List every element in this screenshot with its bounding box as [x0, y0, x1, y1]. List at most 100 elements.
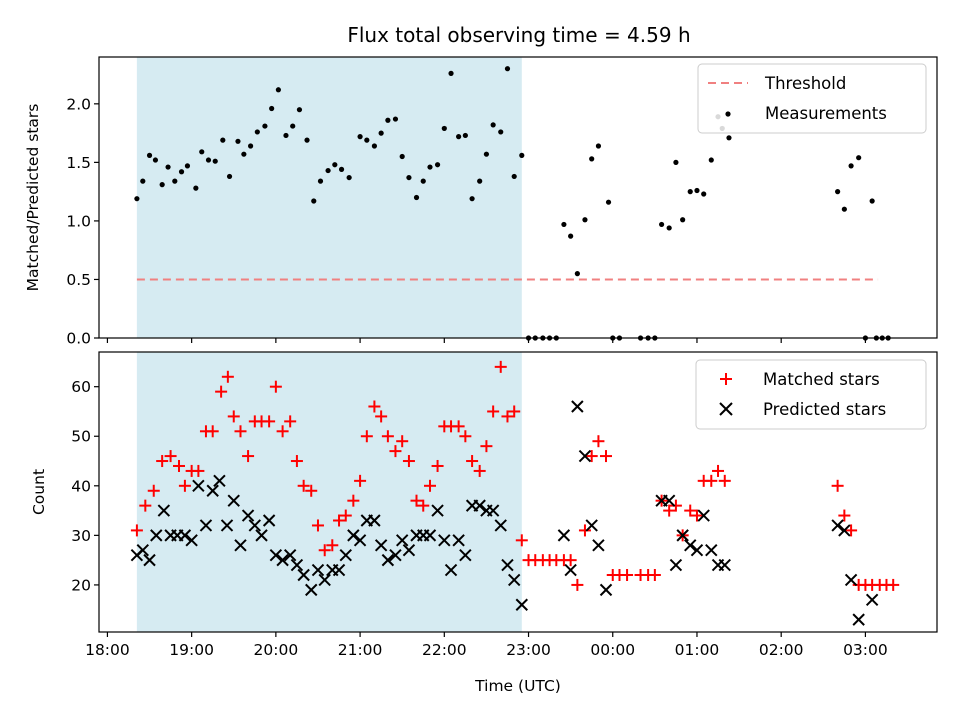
measurement-point [134, 196, 140, 202]
count-y-ticks: 20 30 40 50 60 [71, 378, 99, 594]
predicted-star-point [227, 494, 240, 507]
measurement-point [589, 156, 595, 162]
matched-star-point [684, 504, 697, 517]
matched-star-point [297, 479, 310, 492]
measurement-point [666, 225, 672, 231]
matched-star-point [305, 484, 318, 497]
measurement-point [420, 178, 426, 184]
predicted-star-point [486, 504, 500, 517]
matched-star-point [339, 509, 352, 522]
y-tick-label: 2.0 [66, 95, 91, 113]
measurement-point [462, 132, 468, 139]
measurement-point [680, 217, 686, 223]
matched-star-point [396, 435, 409, 448]
matched-star-point [466, 455, 479, 468]
measurement-point [406, 174, 412, 181]
predicted-star-point [705, 544, 718, 557]
measurement-point [605, 199, 612, 205]
matched-star-point [712, 464, 725, 477]
measurement-point [498, 129, 504, 135]
observing-window-shade [136, 352, 522, 632]
y-tick-label: 1.0 [66, 212, 91, 230]
predicted-star-point [697, 509, 710, 522]
predicted-star-point [684, 539, 697, 552]
predicted-star-point [220, 519, 234, 532]
matched-star-point [290, 455, 303, 468]
matched-star-point [417, 499, 430, 512]
measurement-point [673, 159, 679, 165]
matched-star-point [347, 494, 360, 507]
legend-matched-swatch [720, 373, 732, 385]
matched-star-point [515, 534, 528, 547]
matched-star-point [578, 524, 591, 537]
matched-star-point [705, 474, 718, 487]
measurement-point [212, 158, 218, 164]
y-tick-label: 50 [71, 428, 91, 446]
matched-star-point [718, 474, 731, 487]
measurement-point [568, 233, 574, 239]
predicted-star-point [473, 499, 486, 512]
predicted-star-point [269, 548, 283, 562]
predicted-star-point [241, 509, 255, 522]
measurement-point [582, 217, 588, 223]
ratio-y-axis-label: Matched/Predicted stars [24, 104, 42, 292]
predicted-stars-points [130, 400, 879, 626]
observing-window-shade [136, 57, 522, 338]
predicted-star-point [402, 544, 416, 557]
measurement-point [275, 87, 281, 93]
predicted-star-point [178, 529, 192, 542]
predicted-star-point [831, 519, 844, 532]
matched-star-point [648, 569, 661, 582]
measurement-point [152, 157, 159, 163]
measurement-point [247, 143, 254, 149]
measurement-point [220, 137, 226, 143]
matched-star-point [326, 539, 339, 552]
measurement-point [290, 123, 296, 129]
matched-star-point [571, 578, 584, 591]
measurement-point [325, 167, 331, 174]
matched-stars-points [130, 360, 900, 591]
predicted-star-point [347, 529, 360, 542]
matched-star-point [480, 440, 493, 453]
measurement-point [701, 191, 707, 197]
y-tick-label: 0.0 [66, 330, 91, 348]
predicted-star-point [571, 400, 584, 413]
matched-star-point [234, 425, 247, 438]
matched-star-point [276, 425, 289, 438]
measurement-point [694, 187, 700, 194]
measurement-point [726, 135, 732, 141]
matched-star-point [564, 554, 577, 567]
measurement-point [269, 105, 275, 112]
measurement-point [490, 122, 496, 128]
x-tick-label: 02:00 [759, 641, 804, 659]
x-tick-label: 21:00 [338, 641, 383, 659]
measurement-point [469, 196, 475, 202]
predicted-star-point [838, 524, 851, 537]
measurement-point [140, 178, 146, 184]
measurement-point [193, 185, 199, 191]
matched-star-point [311, 519, 324, 532]
predicted-star-point [374, 539, 388, 552]
matched-star-point [592, 435, 605, 448]
predicted-star-point [150, 529, 163, 542]
matched-star-point [206, 425, 219, 438]
x-tick-label: 23:00 [506, 641, 551, 659]
predicted-star-point [305, 583, 318, 597]
predicted-star-point [213, 474, 226, 488]
legend-measurement-swatch [725, 111, 731, 117]
matched-star-point [173, 459, 186, 472]
x-tick-label: 18:00 [85, 641, 130, 659]
matched-star-point [164, 450, 177, 463]
legend-measurement-label: Measurements [765, 104, 887, 123]
measurement-point [199, 149, 205, 155]
y-tick-label: 1.5 [66, 154, 91, 172]
measurement-point [159, 182, 165, 188]
predicted-star-point [423, 529, 437, 542]
matched-star-point [156, 455, 169, 468]
y-tick-label: 0.5 [66, 271, 91, 289]
matched-star-point [263, 415, 276, 428]
measurement-point [146, 152, 153, 158]
measurement-point [574, 271, 580, 277]
count-panel-frame [98, 351, 938, 633]
measurement-point [869, 198, 875, 204]
